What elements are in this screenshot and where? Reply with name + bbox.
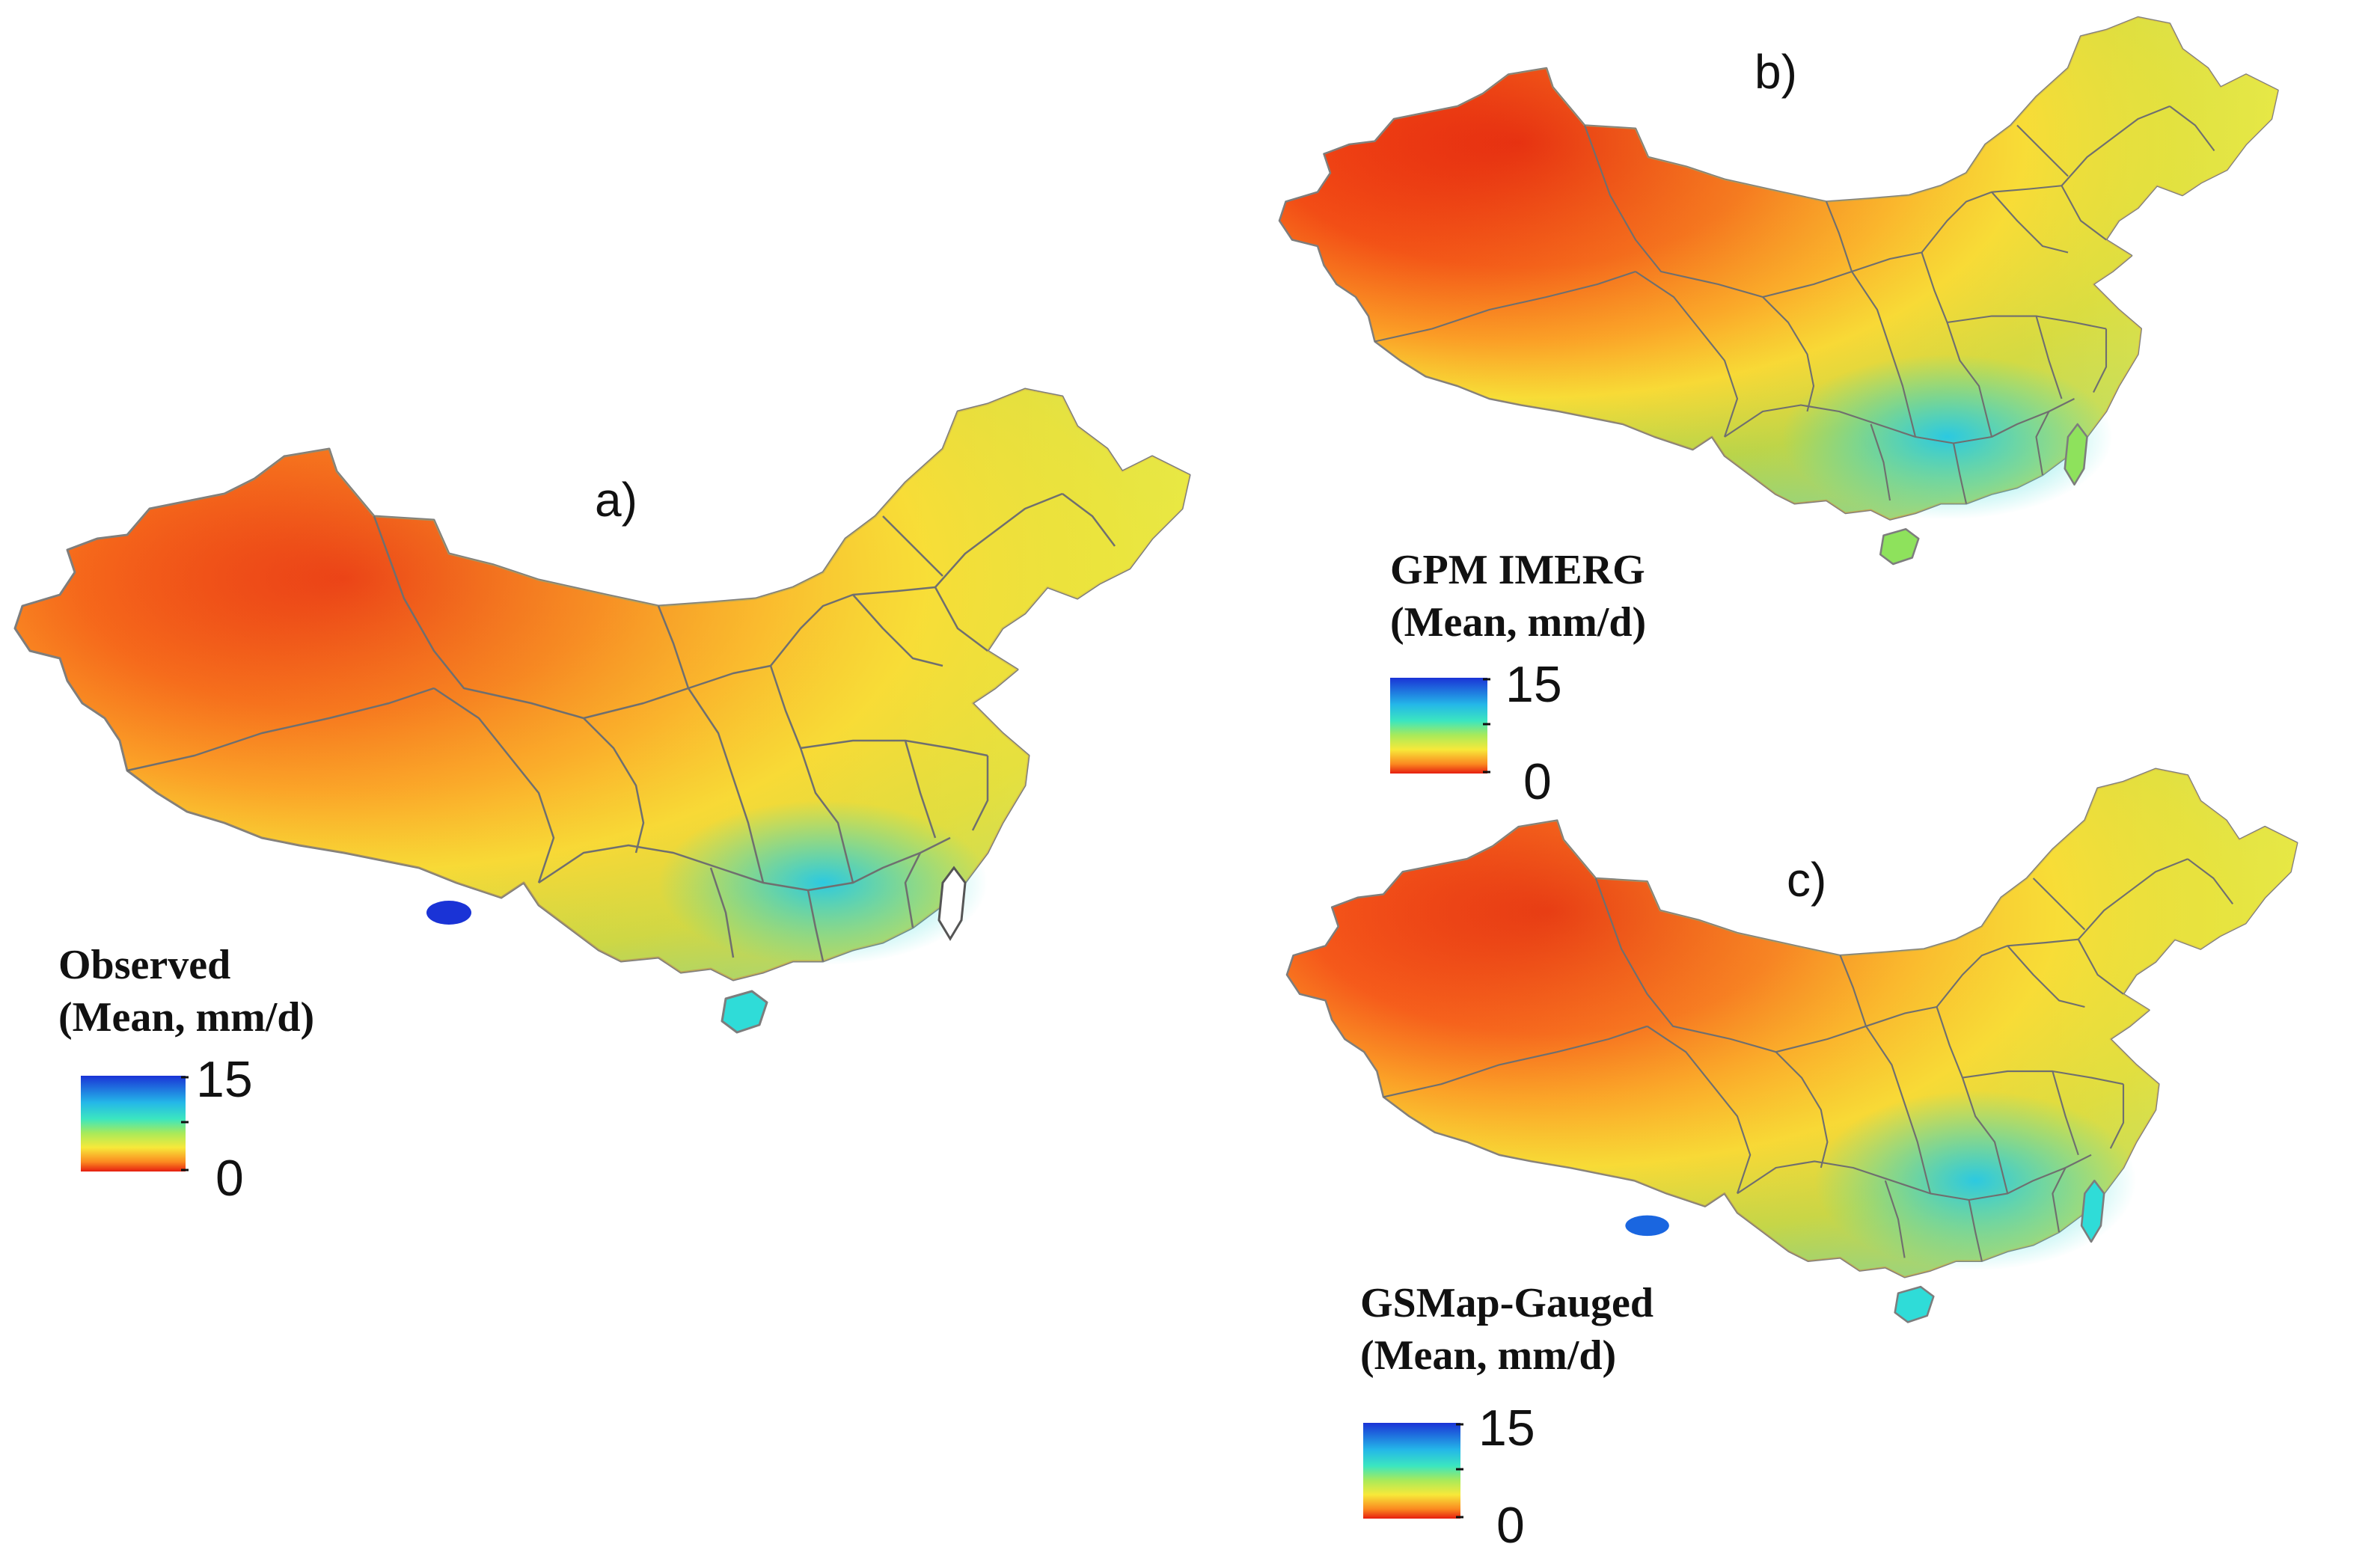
colorbar-min-label: 0 bbox=[1523, 753, 1552, 810]
legend-gpm-imerg: GPM IMERG (Mean, mm/d) 15 0 bbox=[1390, 547, 1646, 810]
colorbar bbox=[1363, 1423, 1460, 1519]
colorbar bbox=[81, 1076, 186, 1171]
colorbar-max-label: 15 bbox=[1478, 1400, 1535, 1457]
legend-gsmap-gauged: GSMap-Gauged (Mean, mm/d) 15 0 bbox=[1360, 1280, 1654, 1554]
colorbar-max-label: 15 bbox=[1505, 656, 1562, 713]
colorbar-min-label: 0 bbox=[215, 1150, 244, 1207]
legend-title-line1: Observed bbox=[58, 942, 230, 988]
panel-a: a) Observed (Mean, mm/d) 15 0 bbox=[13, 388, 1191, 1207]
legend-observed: Observed (Mean, mm/d) 15 0 bbox=[58, 942, 314, 1207]
map-gsmap-gauged bbox=[1285, 768, 2298, 1323]
panel-c: c) GSMap-Gauged (Mean, mm/d) 15 0 bbox=[1285, 768, 2298, 1554]
legend-title-line1: GSMap-Gauged bbox=[1360, 1280, 1654, 1326]
legend-title-line1: GPM IMERG bbox=[1390, 547, 1645, 593]
legend-title-line2: (Mean, mm/d) bbox=[1390, 599, 1646, 646]
panel-letter-a: a) bbox=[595, 473, 637, 527]
colorbar-max-label: 15 bbox=[196, 1051, 253, 1108]
panel-letter-c: c) bbox=[1787, 853, 1826, 907]
colorbar bbox=[1390, 678, 1487, 774]
legend-title-line2: (Mean, mm/d) bbox=[58, 994, 314, 1041]
map-gpm-imerg bbox=[1278, 16, 2279, 566]
colorbar-min-label: 0 bbox=[1496, 1497, 1525, 1554]
wet-spot bbox=[1625, 1215, 1669, 1237]
wet-spot bbox=[426, 901, 471, 925]
panel-b: b) GPM IMERG (Mean, mm/d) 15 0 bbox=[1278, 16, 2279, 810]
legend-title-line2: (Mean, mm/d) bbox=[1360, 1332, 1616, 1379]
panel-letter-b: b) bbox=[1755, 45, 1797, 99]
map-observed bbox=[13, 388, 1191, 1034]
